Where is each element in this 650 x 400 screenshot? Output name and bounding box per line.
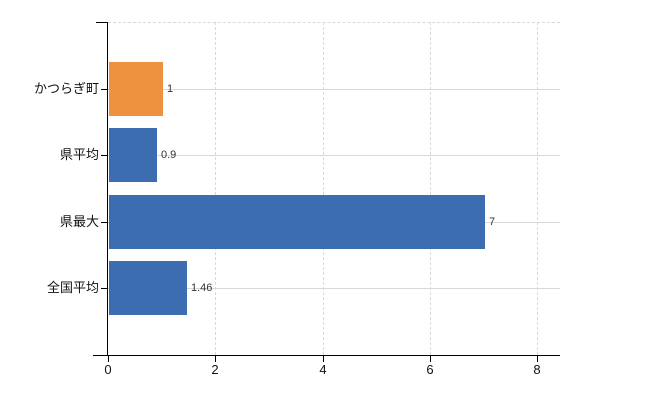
category-label: 全国平均 [46, 280, 99, 295]
y-axis-line [107, 22, 108, 356]
bar-value-label: 1 [167, 83, 174, 95]
x-axis-tick [430, 356, 431, 362]
bar-value-label: 0.9 [161, 149, 177, 161]
x-axis-tick [323, 356, 324, 362]
bar-value-label: 7 [489, 216, 496, 228]
x-tick-label: 4 [319, 362, 327, 377]
x-tick-label: 6 [426, 362, 434, 377]
x-axis-tick [108, 356, 109, 362]
category-label: 県最大 [59, 214, 99, 229]
category-gridline [108, 288, 560, 289]
bar [109, 128, 157, 182]
x-tick-label: 2 [211, 362, 219, 377]
x-tick-label: 0 [104, 362, 112, 377]
x-axis-tick [537, 356, 538, 362]
x-axis-tick [215, 356, 216, 362]
y-axis-top-tick [96, 22, 108, 23]
plot-top-border [108, 22, 560, 23]
vertical-gridline [430, 22, 431, 355]
category-label: 県平均 [59, 147, 99, 162]
category-label: かつらぎ町 [33, 81, 99, 96]
y-axis-tick [101, 288, 108, 289]
bar [109, 261, 187, 315]
category-gridline [108, 89, 560, 90]
bar-value-label: 1.46 [191, 282, 213, 294]
category-gridline [108, 155, 560, 156]
y-axis-tick [101, 89, 108, 90]
x-axis-line [93, 355, 560, 356]
bar [109, 195, 485, 249]
x-tick-label: 8 [533, 362, 541, 377]
vertical-gridline [323, 22, 324, 355]
bar [109, 62, 163, 116]
vertical-gridline [537, 22, 538, 355]
y-axis-tick [101, 222, 108, 223]
y-axis-tick [101, 155, 108, 156]
vertical-gridline [215, 22, 216, 355]
